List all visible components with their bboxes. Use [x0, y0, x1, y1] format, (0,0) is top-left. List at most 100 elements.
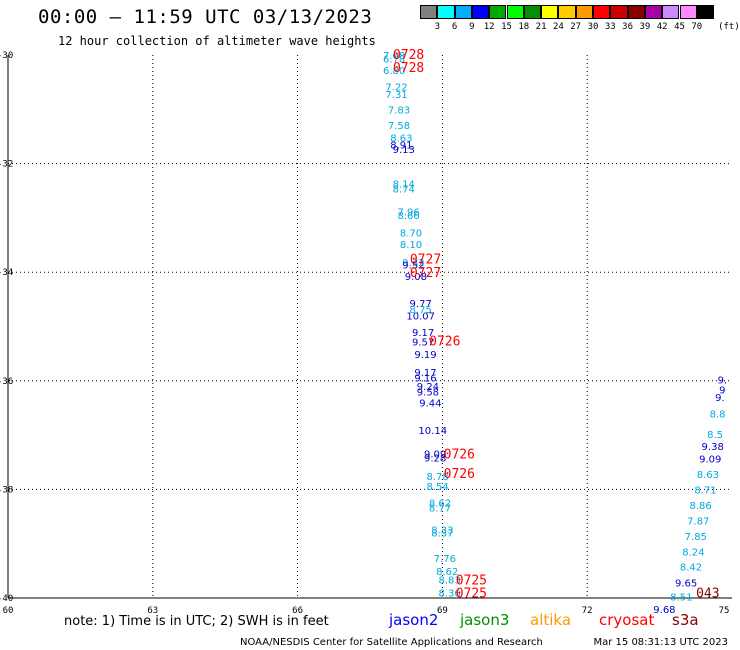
legend-swatch [558, 5, 576, 19]
legend-tick-label: 15 [501, 22, 512, 32]
data-point-label: 9.65 [675, 578, 697, 589]
data-point-label: 9.57 [412, 338, 434, 349]
data-point-label: 9. [718, 376, 728, 387]
legend-swatch [454, 5, 472, 19]
legend-tick-label: 9 [469, 22, 475, 32]
time-label: 0725 [456, 574, 487, 589]
x-tick-label: 69 [437, 606, 448, 616]
data-point-label: 9.32 [402, 258, 424, 269]
data-point-label: 7.08 [383, 51, 405, 62]
data-point-label: 10.14 [418, 426, 447, 437]
legend-tick-label: 42 [656, 22, 668, 32]
y-tick-label: -36 [0, 377, 13, 387]
data-point-label: 8.74 [393, 185, 415, 196]
data-point-label: 9.17 [414, 368, 436, 379]
data-point-label: 8.70 [400, 229, 422, 240]
data-point-label: 7.83 [388, 105, 410, 116]
data-point-label: 9.16 [414, 374, 436, 385]
legend-swatch [523, 5, 542, 19]
legend-swatch [575, 5, 593, 19]
data-point-label: 6.80 [383, 66, 405, 77]
time-label: 043 [696, 587, 719, 602]
data-point-label: 8.5 [707, 430, 723, 441]
data-point-label: 9.52 [402, 261, 424, 272]
data-point-label: 8.54 [426, 482, 448, 493]
time-label: 0726 [429, 335, 460, 350]
data-point-label: 8.62 [429, 498, 451, 509]
x-tick-label: 75 [719, 606, 730, 616]
chart-subtitle: 12 hour collection of altimeter wave hei… [58, 34, 376, 48]
time-label: 0727 [410, 266, 441, 281]
data-point-label: 9.09 [424, 450, 446, 461]
time-label: 0728 [393, 48, 424, 63]
data-point-label: 9.44 [419, 399, 441, 410]
data-point-label: 8.66 [397, 211, 419, 222]
data-point-label: 8.63 [697, 470, 719, 481]
legend-swatch [610, 5, 628, 19]
legend-tick-label: 24 [552, 22, 564, 32]
legend-swatch [437, 5, 455, 19]
data-point-label: 9.68 [653, 605, 675, 616]
data-point-label: 7.58 [388, 121, 410, 132]
x-tick-label: 60 [3, 606, 14, 616]
time-label: 0728 [393, 61, 424, 76]
data-point-label: 7.76 [434, 554, 456, 565]
legend-tick-label: 30 [587, 22, 599, 32]
data-point-label: 7.96 [397, 207, 419, 218]
legend-swatch [662, 5, 680, 19]
legend-swatch [593, 5, 611, 19]
data-point-label: 9.77 [410, 299, 432, 310]
legend-swatch [627, 5, 645, 19]
time-label: 0726 [444, 467, 475, 482]
satellite-legend-jason2: jason2 [388, 611, 438, 629]
legend-tick-label: 3 [434, 22, 441, 32]
legend-swatch [420, 5, 438, 19]
data-point-label: 9. [715, 393, 725, 404]
legend-swatch [696, 5, 715, 19]
data-point-label: 7.22 [385, 82, 407, 93]
data-point-label: 9.58 [417, 388, 439, 399]
y-tick-label: -32 [0, 160, 13, 170]
satellite-legend-s3a: s3a [672, 611, 699, 629]
data-point-label: 10.07 [406, 312, 435, 323]
satellite-legend-jason3: jason3 [459, 611, 509, 629]
legend-swatch [541, 5, 559, 19]
data-point-label: 8.63 [390, 134, 412, 145]
x-tick-label: 63 [147, 606, 158, 616]
data-point-label: 8.77 [429, 503, 451, 514]
legend-swatch [489, 5, 507, 19]
data-point-label: 8.83 [439, 576, 461, 587]
footer-credit: NOAA/NESDIS Center for Satellite Applica… [240, 637, 543, 648]
data-point-label: 8.36 [439, 589, 461, 600]
data-point-label: 8.91 [390, 141, 412, 152]
y-tick-label: -34 [0, 268, 13, 278]
time-label: 0726 [444, 448, 475, 463]
x-tick-label: 66 [292, 606, 303, 616]
data-point-label: 8.86 [689, 501, 711, 512]
legend-unit: (ft) [718, 22, 740, 32]
legend-tick-label: 33 [604, 22, 616, 32]
data-point-label: 9.08 [405, 272, 427, 283]
data-point-label: 8.10 [400, 240, 422, 251]
data-point-label: 8.78 [426, 472, 448, 483]
data-point-label: 8.75 [410, 305, 432, 316]
x-tick-label: 72 [582, 606, 593, 616]
legend-swatch [506, 5, 524, 19]
satellite-legend-altika: altika [530, 611, 571, 629]
legend-swatch [471, 5, 490, 19]
satellite-legend-cryosat: cryosat [599, 611, 654, 629]
data-point-label: 9.28 [424, 453, 446, 464]
y-tick-label: -30 [0, 51, 13, 61]
data-point-label: 9 [719, 385, 725, 396]
data-point-label: 6.78 [383, 54, 405, 65]
data-point-label: 9.19 [414, 350, 436, 361]
data-point-label: 9.24 [417, 382, 439, 393]
data-point-label: 8.8 [710, 409, 726, 420]
legend-swatch [644, 5, 663, 19]
data-point-label: 9.38 [702, 442, 724, 453]
legend-tick-label: 39 [639, 22, 651, 32]
data-point-label: 7.31 [385, 90, 407, 101]
data-point-label: 9.13 [393, 145, 415, 156]
data-point-label: 8.14 [393, 180, 415, 191]
legend-tick-label: 45 [674, 22, 685, 32]
